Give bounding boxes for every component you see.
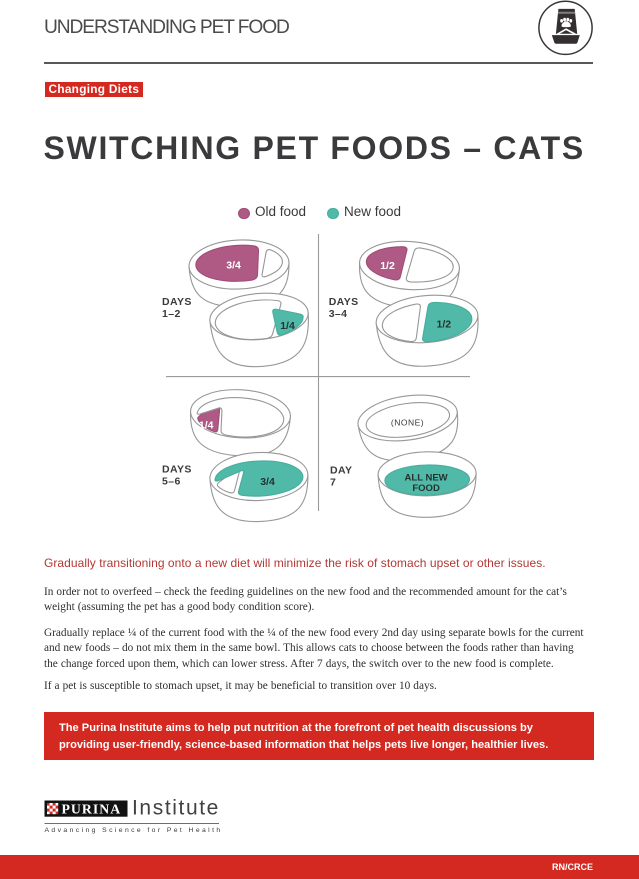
svg-text:1–2: 1–2	[162, 308, 181, 320]
svg-text:ALL NEW: ALL NEW	[405, 472, 448, 483]
svg-text:1/4: 1/4	[199, 419, 214, 431]
svg-text:DAYS: DAYS	[329, 296, 359, 308]
svg-text:DAYS: DAYS	[162, 296, 192, 308]
svg-text:3/4: 3/4	[226, 259, 241, 271]
svg-text:DAYS: DAYS	[162, 464, 192, 476]
svg-text:1/4: 1/4	[280, 320, 295, 332]
svg-text:3/4: 3/4	[260, 476, 275, 488]
svg-text:7: 7	[330, 476, 336, 488]
svg-text:FOOD: FOOD	[412, 483, 440, 494]
svg-text:5–6: 5–6	[162, 475, 181, 487]
svg-text:DAY: DAY	[330, 465, 352, 477]
svg-text:3–4: 3–4	[329, 308, 348, 320]
svg-text:Advancing Science for Pet Heal: Advancing Science for Pet Health	[45, 827, 223, 834]
svg-text:PURINA: PURINA	[62, 802, 122, 817]
svg-text:1/2: 1/2	[380, 260, 395, 272]
svg-text:Institute: Institute	[132, 798, 220, 819]
svg-text:1/2: 1/2	[436, 319, 451, 331]
svg-text:(NONE): (NONE)	[391, 418, 424, 428]
